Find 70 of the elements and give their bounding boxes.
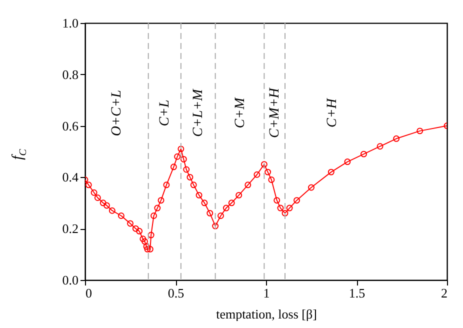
point bbox=[158, 197, 164, 204]
point bbox=[174, 153, 181, 160]
point bbox=[212, 222, 219, 230]
point bbox=[154, 204, 161, 212]
x-tick-label: 1.5 bbox=[348, 286, 366, 300]
point bbox=[360, 150, 367, 158]
point bbox=[376, 143, 384, 150]
point bbox=[127, 220, 134, 227]
point bbox=[274, 197, 280, 204]
point bbox=[186, 174, 194, 180]
point bbox=[100, 200, 106, 206]
point bbox=[328, 168, 334, 176]
point bbox=[416, 128, 424, 134]
annotation: C+H bbox=[325, 98, 340, 128]
y-tick-label: 0.4 bbox=[62, 170, 79, 185]
point bbox=[218, 212, 224, 219]
y-tick-label: 1.0 bbox=[62, 16, 78, 30]
point bbox=[140, 236, 146, 242]
y-tick-label: 0.2 bbox=[62, 221, 78, 236]
point bbox=[150, 212, 158, 219]
point bbox=[294, 197, 300, 204]
point bbox=[222, 204, 230, 212]
y-tick-label: 0.0 bbox=[62, 272, 78, 288]
point bbox=[118, 212, 124, 219]
point bbox=[206, 210, 214, 216]
x-tick-label: 1 bbox=[263, 286, 270, 300]
y-tick-label: 0.6 bbox=[62, 118, 79, 134]
point bbox=[268, 176, 275, 184]
point bbox=[277, 204, 284, 212]
point bbox=[103, 202, 110, 209]
x-tick-label: 2 bbox=[441, 286, 448, 300]
point bbox=[282, 210, 288, 216]
point bbox=[264, 168, 272, 176]
point bbox=[163, 182, 170, 188]
point bbox=[183, 166, 190, 173]
point bbox=[236, 192, 242, 198]
point bbox=[286, 204, 293, 212]
annotation: C+M+H bbox=[268, 87, 283, 138]
x-tick-label: 0 bbox=[86, 286, 92, 300]
point bbox=[393, 135, 400, 142]
point bbox=[260, 161, 268, 168]
point bbox=[254, 171, 260, 178]
point bbox=[190, 182, 197, 188]
point bbox=[201, 200, 208, 206]
annotation: C+L bbox=[158, 100, 173, 126]
point bbox=[196, 192, 202, 198]
point bbox=[136, 228, 143, 234]
point bbox=[144, 246, 151, 252]
point bbox=[180, 156, 187, 162]
annotation: O+C+L bbox=[110, 90, 125, 136]
annotation: C+L+M bbox=[191, 88, 206, 137]
point bbox=[178, 146, 184, 152]
point bbox=[308, 184, 314, 191]
point bbox=[170, 164, 177, 170]
point bbox=[143, 243, 150, 250]
y-tick-label: 0.8 bbox=[62, 66, 78, 82]
point bbox=[90, 189, 98, 196]
point bbox=[108, 207, 116, 214]
x-axis-title: temptation, loss [β] bbox=[216, 306, 317, 322]
point bbox=[132, 225, 139, 232]
x-tick-label: 0.5 bbox=[168, 286, 184, 300]
point bbox=[85, 182, 92, 188]
point bbox=[94, 194, 101, 201]
point bbox=[148, 232, 154, 238]
point bbox=[344, 158, 351, 166]
annotation: C+M bbox=[232, 96, 248, 128]
point bbox=[141, 238, 148, 245]
point bbox=[244, 182, 252, 188]
point bbox=[146, 246, 154, 252]
point bbox=[228, 200, 235, 206]
